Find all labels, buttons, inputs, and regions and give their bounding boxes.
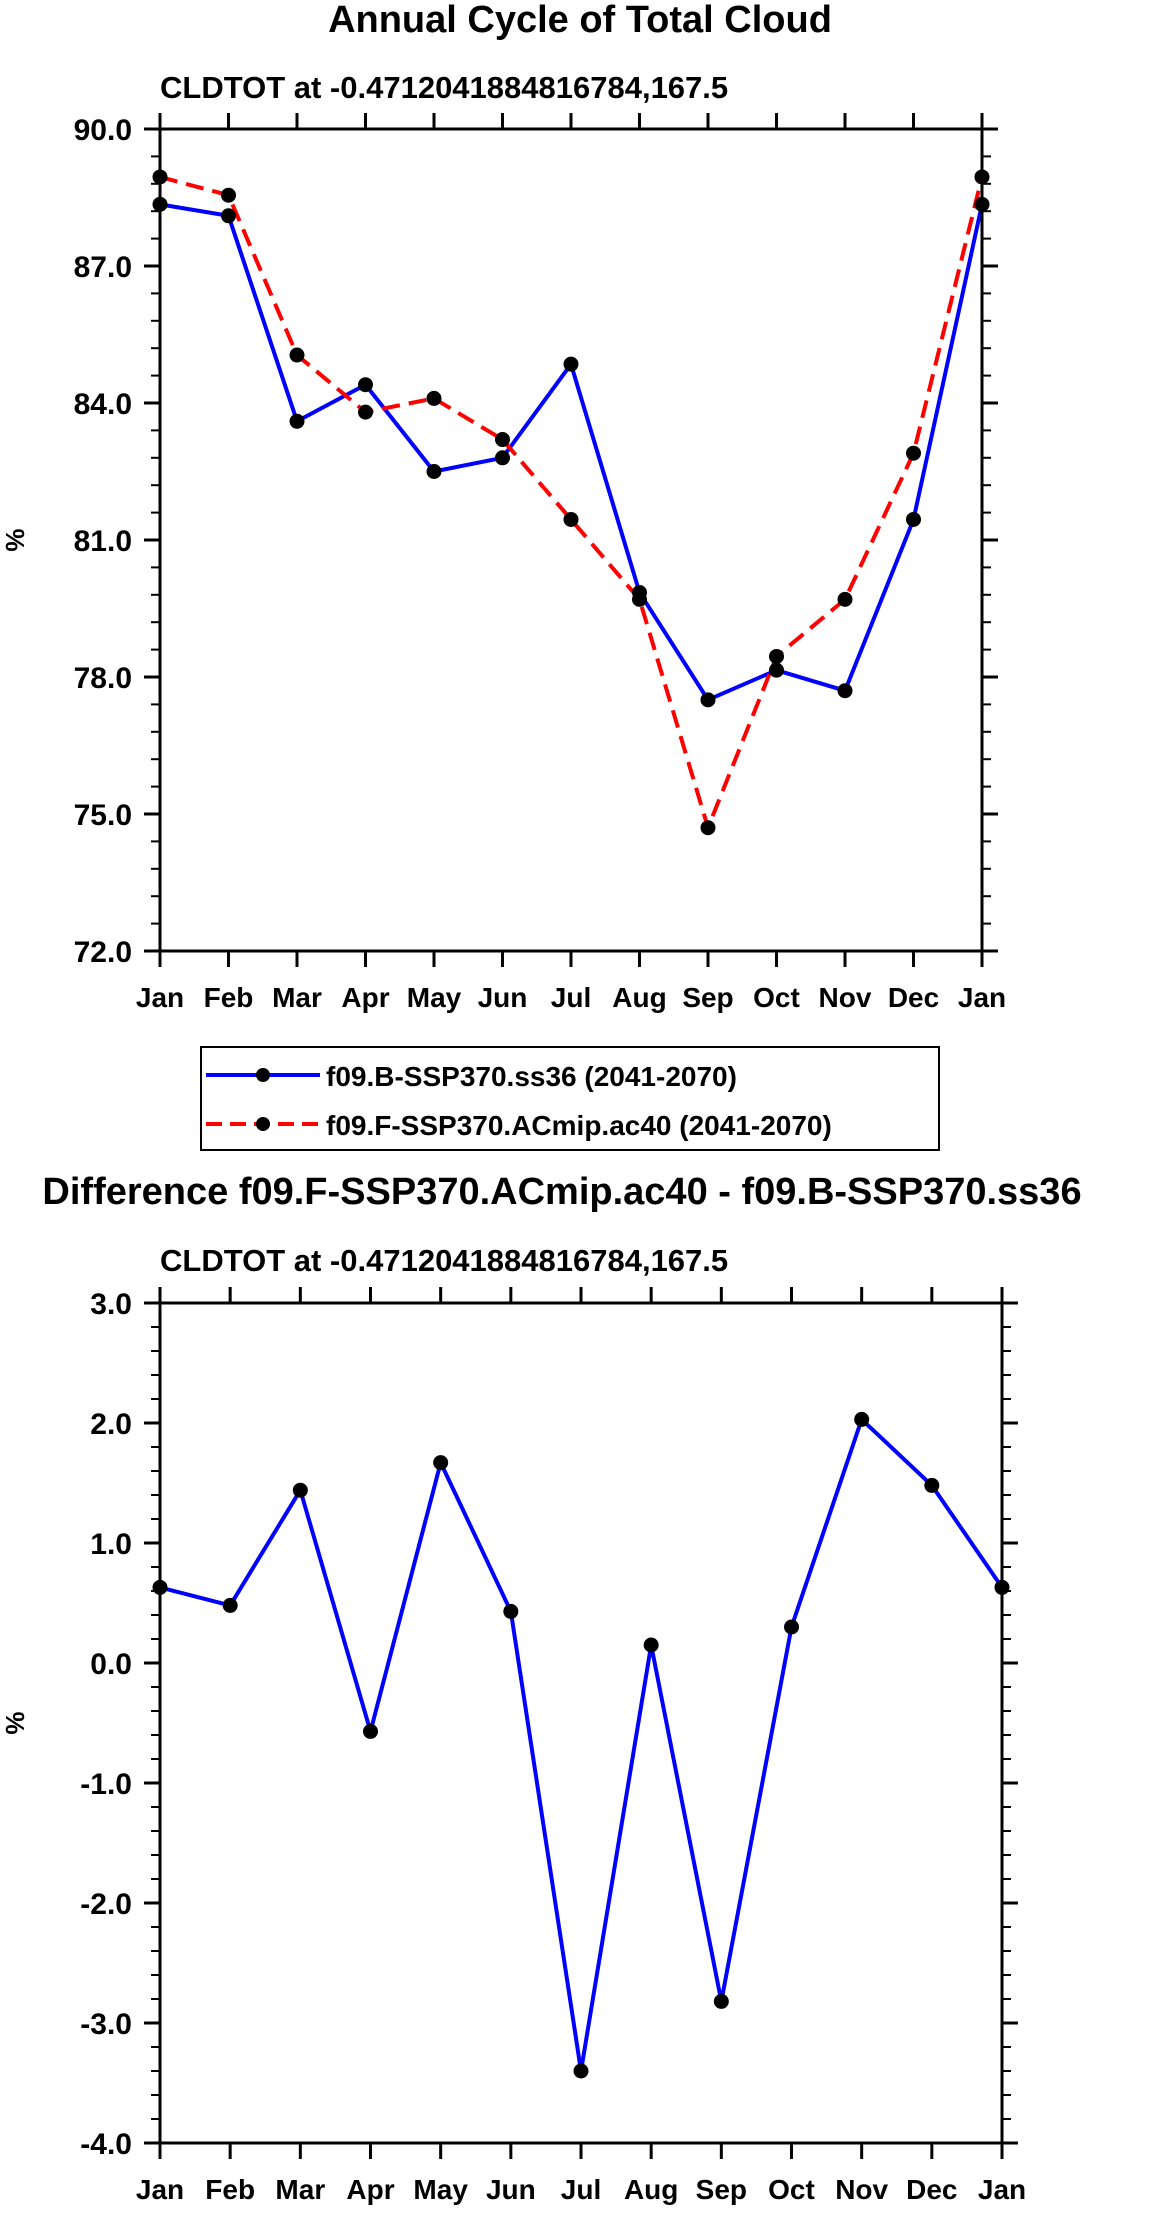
legend-label-blue: f09.B-SSP370.ss36 (2041-2070) [326, 1061, 737, 1092]
chart2-x-tick-label: Jan [136, 2174, 184, 2205]
chart2-ticks [144, 1287, 1018, 2159]
chart1-x-tick-label: Oct [753, 982, 800, 1013]
chart1-series-1-point [837, 591, 853, 607]
chart2-y-tick-label: -4.0 [80, 2128, 132, 2161]
chart1-x-tick-label: Aug [612, 982, 666, 1013]
chart2-y-tick-label: 0.0 [90, 1648, 132, 1681]
chart2-series-0-point [854, 1411, 870, 1427]
chart2-x-tick-label: Jan [978, 2174, 1026, 2205]
chart1-x-tick-label: May [407, 982, 462, 1013]
legend-marker-red [256, 1117, 270, 1131]
chart1-series-1-point [495, 432, 510, 448]
chart2-series-line-0 [159, 1417, 1004, 2073]
chart1-x-tick-label: Dec [888, 982, 939, 1013]
chart1-y-axis-label: % [0, 528, 30, 551]
chart2-x-tick-label: Jun [486, 2174, 536, 2205]
chart1-series-1-point [563, 511, 579, 527]
chart2-series-0-point [292, 1482, 308, 1498]
chart1-y-tick-label: 75.0 [74, 799, 132, 832]
chart2-series-0-point [643, 1637, 659, 1653]
chart1-series-1-point [358, 404, 373, 420]
chart1-series-1-point [426, 390, 442, 406]
chart1-series-line-1 [159, 175, 984, 830]
chart1-y-tick-labels: 72.0 75.0 78.0 81.0 84.0 87.0 90.0 [74, 114, 132, 969]
chart1-series-1-point [221, 187, 236, 203]
chart1-title: Annual Cycle of Total Cloud [328, 0, 832, 41]
chart1-y-tick-label: 90.0 [74, 114, 132, 147]
chart2-x-tick-label: Nov [835, 2174, 888, 2205]
chart2-y-tick-label: -3.0 [80, 2008, 132, 2041]
chart2-series-0-point [573, 2063, 589, 2079]
chart1-series-1-point [769, 648, 784, 664]
chart2-series-0-point [433, 1455, 449, 1471]
chart1-series-line-0 [159, 202, 984, 702]
chart1-plot-frame [158, 127, 984, 953]
chart1-series-0-point [700, 692, 716, 708]
chart1-y-tick-label: 84.0 [74, 388, 132, 421]
chart2-x-tick-label: Feb [205, 2174, 255, 2205]
chart2-x-tick-label: Apr [346, 2174, 394, 2205]
chart1-y-tick-label: 78.0 [74, 662, 132, 695]
legend-label-red: f09.F-SSP370.ACmip.ac40 (2041-2070) [326, 1110, 832, 1141]
chart1-series-0-point [358, 377, 373, 393]
chart2-x-tick-label: Jul [561, 2174, 601, 2205]
chart2-series-0-point [784, 1619, 799, 1635]
chart2-x-tick-label: Oct [768, 2174, 815, 2205]
legend: f09.B-SSP370.ss36 (2041-2070) f09.F-SSP3… [200, 1046, 940, 1151]
chart1-x-tick-label: Jan [958, 982, 1006, 1013]
chart2-series [152, 1411, 1010, 2079]
chart2-x-tick-label: Aug [624, 2174, 678, 2205]
chart1-y-tick-label: 87.0 [74, 251, 132, 284]
chart2-series-0-point [924, 1477, 940, 1493]
chart1-series-0-point [906, 511, 921, 527]
chart1-x-tick-label: Jan [136, 982, 184, 1013]
chart1-x-tick-labels: Jan Feb Mar Apr May Jun Jul Aug Sep Oct Nov Dec Jan [136, 982, 1006, 1013]
chart2-x-tick-label: May [413, 2174, 468, 2205]
chart1-series-0-point [221, 208, 236, 224]
chart1-series-0-point [769, 662, 784, 678]
chart2-y-axis-label: % [0, 1711, 30, 1734]
legend-marker-blue [256, 1068, 270, 1082]
chart1-x-tick-label: Feb [204, 982, 254, 1013]
chart2-series-0-point [222, 1597, 238, 1613]
chart1-x-tick-label: Mar [272, 982, 322, 1013]
chart1-series [152, 169, 990, 836]
chart2-series-0-point [363, 1723, 378, 1739]
chart2-subtitle: CLDTOT at -0.4712041884816784,167.5 [160, 1243, 728, 1278]
chart2-plot-frame [158, 1301, 1004, 2145]
chart1-x-tick-label: Jun [478, 982, 528, 1013]
chart2-x-tick-labels: Jan Feb Mar Apr May Jun Jul Aug Sep Oct Nov Dec Jan [136, 2174, 1026, 2205]
chart2-y-tick-label: -2.0 [80, 1888, 132, 1921]
chart1-y-tick-label: 81.0 [74, 525, 132, 558]
chart1-x-tick-label: Jul [551, 982, 591, 1013]
chart2-series-0-point [503, 1603, 519, 1619]
chart2-y-tick-labels: -4.0 -3.0 -2.0 -1.0 0.0 1.0 2.0 3.0 [80, 1288, 132, 2161]
legend-box [200, 1046, 940, 1151]
chart2-y-tick-label: 1.0 [90, 1528, 132, 1561]
chart1-ticks [144, 113, 998, 967]
chart1-y-tick-label: 72.0 [74, 936, 132, 969]
chart2-title: Difference f09.F-SSP370.ACmip.ac40 - f09… [42, 1171, 1081, 1213]
chart2-x-tick-label: Mar [275, 2174, 325, 2205]
chart2-x-tick-label: Sep [696, 2174, 747, 2205]
chart1-series-1-point [632, 591, 647, 607]
chart2-x-tick-label: Dec [906, 2174, 957, 2205]
chart1-x-tick-label: Sep [682, 982, 733, 1013]
chart1-series-0-point [426, 464, 442, 479]
chart1-subtitle: CLDTOT at -0.4712041884816784,167.5 [160, 70, 728, 105]
chart1-series-0-point [563, 356, 579, 372]
chart1-series-1-point [700, 820, 716, 836]
chart2-y-tick-label: 2.0 [90, 1408, 132, 1441]
chart1-series-0-point [289, 413, 305, 429]
chart2-y-tick-label: -1.0 [80, 1768, 132, 1801]
chart2-y-tick-label: 3.0 [90, 1288, 132, 1321]
chart1-series-0-point [837, 683, 853, 699]
chart1-x-tick-label: Nov [819, 982, 872, 1013]
chart1-x-tick-label: Apr [341, 982, 389, 1013]
chart1-series-1-point [906, 445, 921, 461]
chart2-series-0-point [713, 1993, 729, 2009]
chart1-series-0-point [495, 450, 510, 466]
chart1-series-1-point [289, 347, 305, 363]
